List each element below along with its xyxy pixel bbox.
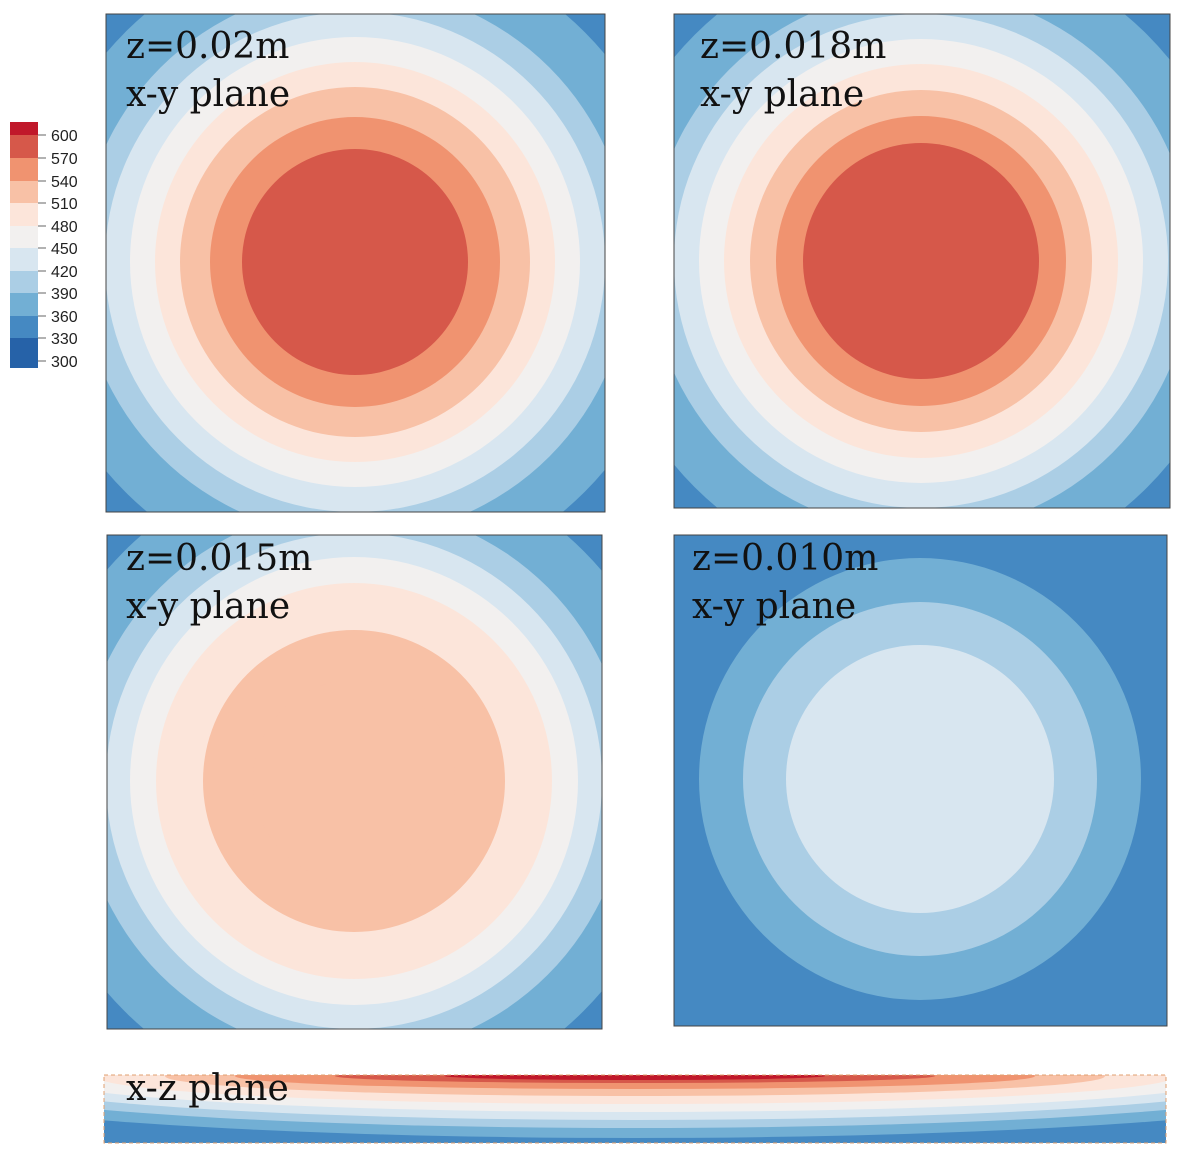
colorbar-swatch-5 (10, 226, 38, 248)
contour-bands-z-0-018 (674, 14, 1170, 508)
colorbar-swatch-7 (10, 271, 38, 293)
contour-bands-z-0-010 (674, 535, 1167, 1026)
panel-border-z-0-018 (673, 13, 1171, 509)
colorbar-tick-label-4: 480 (51, 219, 78, 236)
panel-plane-label-z-0-02: x-y plane (126, 74, 290, 115)
panel-plane-label-z-0-018: x-y plane (700, 74, 864, 115)
panel-border-z-0-015 (106, 534, 603, 1030)
panel-label-x-z: x-z plane (126, 1068, 289, 1109)
contour-band (242, 149, 468, 375)
colorbar-swatch-0 (10, 122, 38, 135)
colorbar-tick-label-3: 510 (51, 196, 78, 213)
colorbar-tick-lines (38, 134, 46, 362)
contour-panel-z-0-018: z=0.018m x-y plane (673, 13, 1171, 509)
contour-band (445, 1075, 825, 1080)
colorbar-swatch-1 (10, 135, 38, 158)
contour-band (803, 143, 1039, 379)
colorbar-swatch-4 (10, 203, 38, 226)
colorbar-tick-label-8: 360 (51, 309, 78, 326)
colorbar-tick-label-2: 540 (51, 174, 78, 191)
panel-plane-label-z-0-010: x-y plane (692, 586, 856, 627)
colorbar-swatch-8 (10, 293, 38, 316)
colorbar-legend: 600 570 540 510 480 450 420 390 360 330 … (10, 122, 78, 371)
contour-panel-z-0-02: z=0.02m x-y plane (105, 13, 606, 513)
panel-label-z-0-015: z=0.015m (126, 538, 312, 579)
colorbar-tick-label-6: 420 (51, 264, 78, 281)
panel-label-z-0-010: z=0.010m (692, 538, 878, 579)
colorbar-tick-label-5: 450 (51, 241, 78, 258)
colorbar-tick-label-1: 570 (51, 151, 78, 168)
panel-border-z-0-02 (105, 13, 606, 513)
contour-bands-z-0-015 (107, 535, 602, 1029)
colorbar-swatch-2 (10, 158, 38, 181)
colorbar-swatch-9 (10, 316, 38, 338)
panel-border-z-0-010 (673, 534, 1168, 1027)
panel-label-z-0-02: z=0.02m (126, 26, 289, 67)
colorbar-swatches (10, 122, 38, 368)
colorbar-tick-label-0: 600 (51, 128, 78, 145)
panel-label-z-0-018: z=0.018m (700, 26, 886, 67)
panel-plane-label-z-0-015: x-y plane (126, 586, 290, 627)
contour-band (786, 645, 1054, 913)
colorbar-tick-label-9: 330 (51, 331, 78, 348)
panel-border-x-z (103, 1074, 1167, 1144)
contour-band (253, 680, 455, 882)
colorbar-tick-labels: 600 570 540 510 480 450 420 390 360 330 … (51, 128, 78, 371)
colorbar-swatch-10 (10, 338, 38, 368)
colorbar-swatch-3 (10, 181, 38, 203)
contour-panel-x-z: x-z plane (103, 1068, 1167, 1144)
contour-bands-z-0-02 (106, 14, 605, 512)
contour-bands-x-z (104, 1075, 1166, 1143)
colorbar-swatch-6 (10, 248, 38, 271)
colorbar-tick-label-10: 300 (51, 354, 78, 371)
contour-panel-z-0-010: z=0.010m x-y plane (673, 534, 1168, 1027)
colorbar-tick-label-7: 390 (51, 286, 78, 303)
contour-panel-z-0-015: z=0.015m x-y plane (106, 534, 603, 1030)
